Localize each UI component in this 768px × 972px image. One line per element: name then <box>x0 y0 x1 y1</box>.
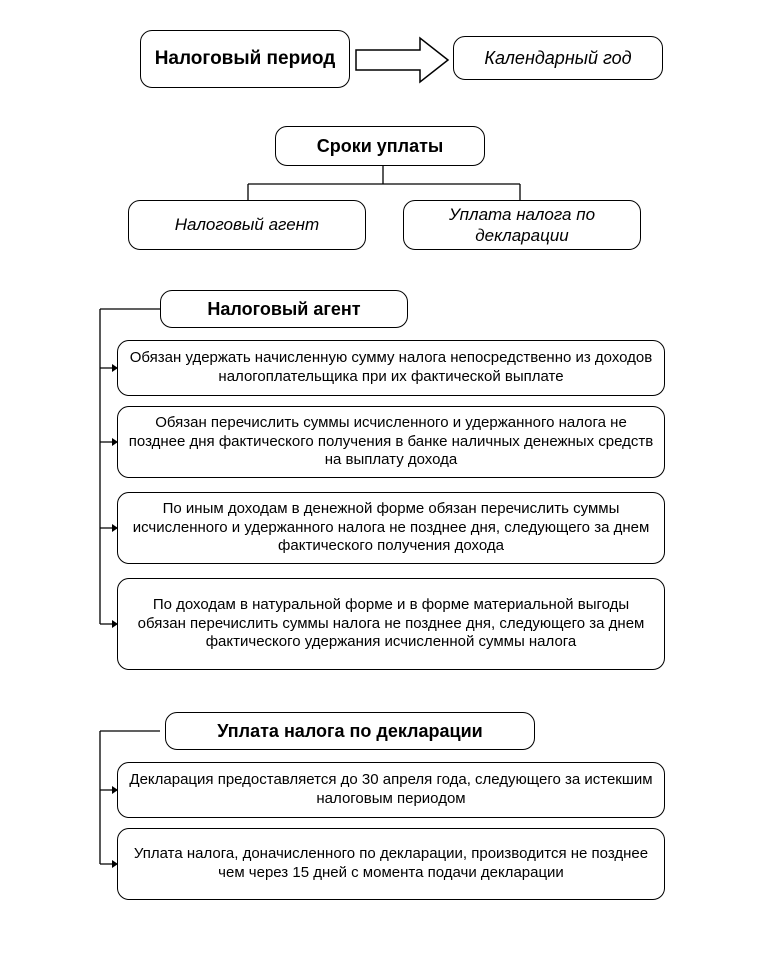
node-agent-small: Налоговый агент <box>128 200 366 250</box>
node-agent-item4: По доходам в натуральной форме и в форме… <box>117 578 665 670</box>
node-agent-item2: Обязан перечислить суммы исчисленного и … <box>117 406 665 478</box>
node-calendar-year: Календарный год <box>453 36 663 80</box>
node-agent-item1: Обязан удержать начисленную сумму налога… <box>117 340 665 396</box>
node-label: Уплата налога по декларации <box>217 720 482 743</box>
node-label: Налоговый агент <box>175 214 319 235</box>
node-label: Уплата налога по декларации <box>414 204 630 247</box>
node-label: Сроки уплаты <box>317 135 444 158</box>
node-decl-item1: Декларация предоставляется до 30 апреля … <box>117 762 665 818</box>
node-label: Календарный год <box>484 47 631 70</box>
node-decl-small: Уплата налога по декларации <box>403 200 641 250</box>
node-decl-header: Уплата налога по декларации <box>165 712 535 750</box>
node-decl-item2: Уплата налога, доначисленного по деклара… <box>117 828 665 900</box>
node-label: Налоговый агент <box>207 298 360 321</box>
node-label: Обязан перечислить суммы исчисленного и … <box>128 414 654 470</box>
node-payment-terms: Сроки уплаты <box>275 126 485 166</box>
diagram-canvas: Налоговый период Календарный год Сроки у… <box>0 0 768 972</box>
node-label: По иным доходам в денежной форме обязан … <box>128 500 654 556</box>
node-label: Декларация предоставляется до 30 апреля … <box>128 771 654 809</box>
node-label: По доходам в натуральной форме и в форме… <box>128 596 654 652</box>
node-tax-period: Налоговый период <box>140 30 350 88</box>
node-label: Уплата налога, доначисленного по деклара… <box>128 845 654 883</box>
node-agent-header: Налоговый агент <box>160 290 408 328</box>
node-agent-item3: По иным доходам в денежной форме обязан … <box>117 492 665 564</box>
node-label: Обязан удержать начисленную сумму налога… <box>128 349 654 387</box>
node-label: Налоговый период <box>155 47 336 71</box>
